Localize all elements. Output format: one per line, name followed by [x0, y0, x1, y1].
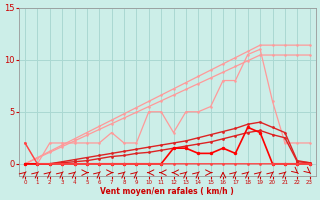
X-axis label: Vent moyen/en rafales ( km/h ): Vent moyen/en rafales ( km/h ): [100, 187, 234, 196]
